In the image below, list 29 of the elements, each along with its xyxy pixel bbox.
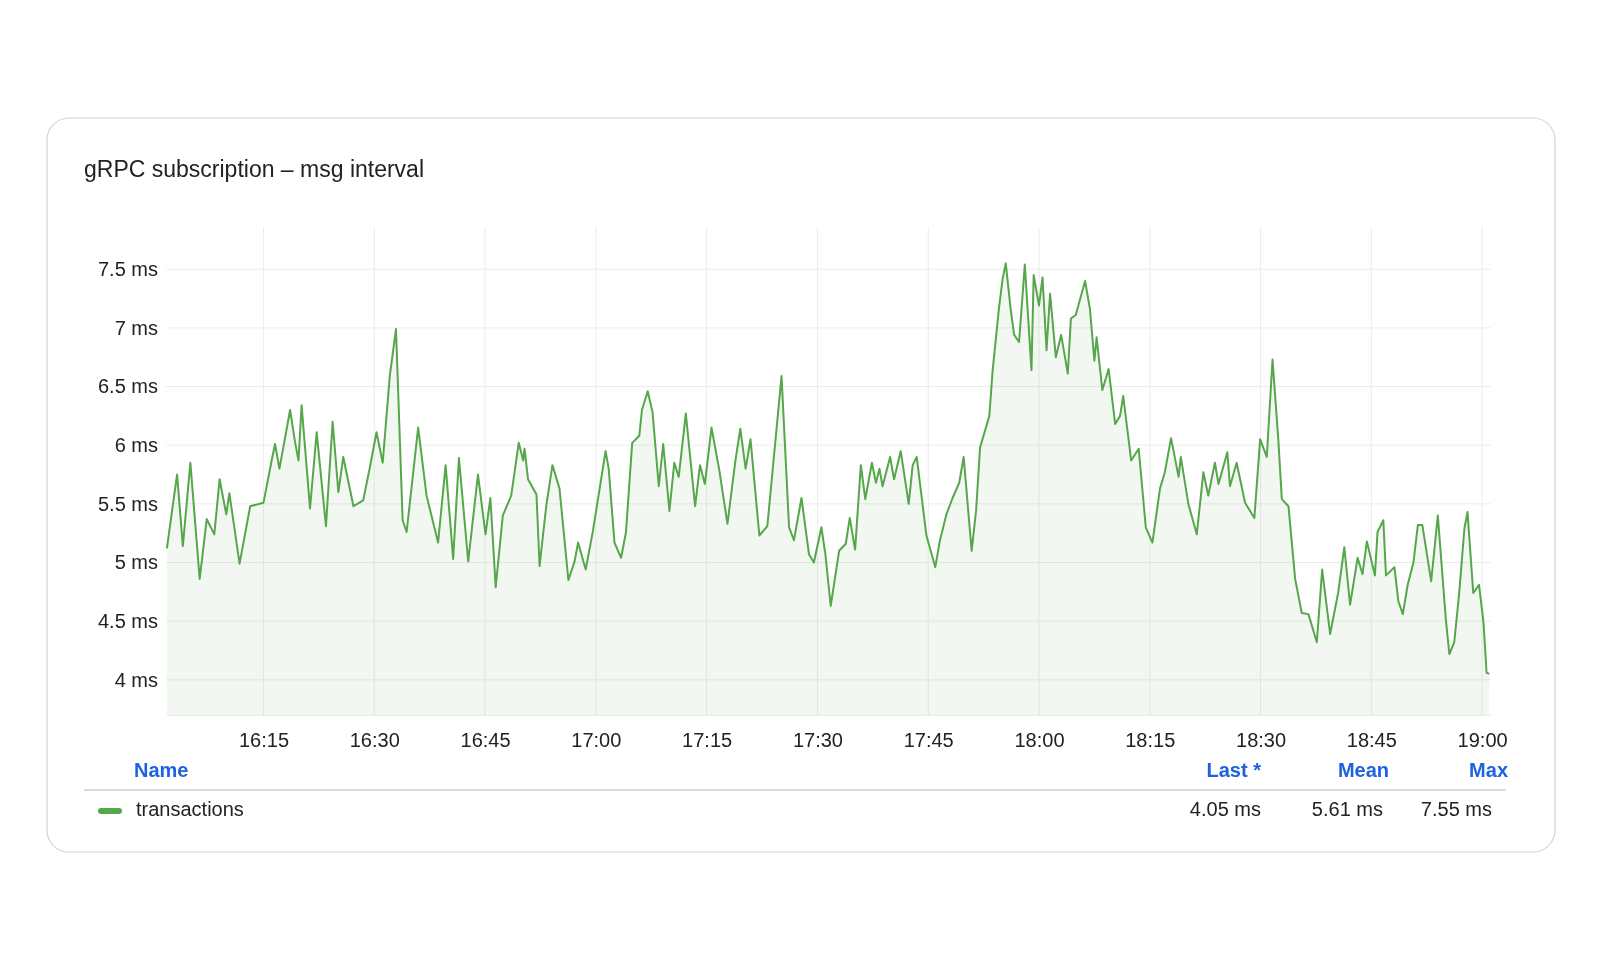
x-tick-label: 17:00 (571, 729, 622, 752)
x-tick-label: 16:45 (460, 729, 511, 752)
x-tick-label: 18:45 (1346, 729, 1397, 752)
text: 5.61 ms (1311, 798, 1383, 820)
y-tick-label: 5 ms (114, 551, 158, 574)
x-tick-label: 18:15 (1125, 729, 1176, 752)
y-tick-label: 7.5 ms (97, 258, 158, 281)
x-tick-label: 17:30 (792, 729, 843, 752)
y-tick-label: 4 ms (114, 668, 158, 691)
x-tick-label: 18:30 (1236, 729, 1287, 752)
y-tick-label: 5.5 ms (97, 492, 158, 515)
x-tick-label: 16:15 (238, 729, 290, 752)
text: 7.55 ms (1420, 798, 1492, 820)
x-tick-label: 17:15 (682, 729, 733, 752)
y-tick-label: 7 ms (114, 316, 158, 339)
legend-label: transactions (136, 798, 244, 820)
x-tick-label: 17:45 (903, 729, 954, 752)
text: Mean (1337, 759, 1389, 781)
text: Last * (1206, 759, 1262, 781)
x-tick-label: 16:30 (349, 729, 400, 752)
y-tick-label: 6 ms (114, 434, 158, 457)
y-tick-label: 4.5 ms (97, 610, 158, 633)
text: Name (134, 759, 189, 781)
y-tick-label: 6.5 ms (97, 375, 158, 398)
x-tick-label: 19:00 (1457, 729, 1508, 752)
text: 4.05 ms (1189, 798, 1261, 820)
x-tick-label: 18:00 (1014, 729, 1065, 752)
chart-title: gRPC subscription – msg interval (84, 156, 425, 182)
text: Max (1469, 759, 1508, 781)
